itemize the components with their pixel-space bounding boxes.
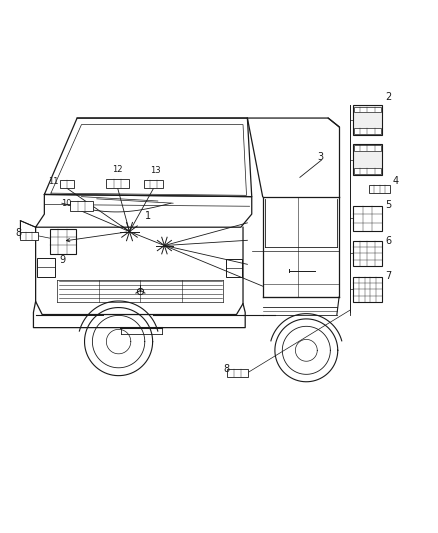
Bar [20, 232, 38, 240]
Bar [227, 369, 248, 376]
Text: 12: 12 [113, 165, 123, 174]
Text: 11: 11 [48, 177, 58, 186]
Bar [226, 259, 242, 277]
Text: 8: 8 [223, 364, 229, 374]
Bar [353, 106, 382, 135]
Bar [353, 241, 381, 266]
Text: 9: 9 [60, 255, 66, 265]
Bar [353, 144, 382, 175]
Text: 8: 8 [15, 228, 21, 238]
Text: 10: 10 [61, 199, 72, 208]
Text: 1: 1 [145, 211, 151, 221]
Text: 2: 2 [385, 92, 391, 102]
Bar [144, 181, 163, 188]
Bar [369, 185, 390, 193]
Bar [70, 201, 93, 211]
Bar [354, 145, 381, 151]
Bar [37, 258, 55, 277]
Bar [49, 229, 76, 254]
Bar [60, 181, 74, 188]
Text: 3: 3 [318, 152, 324, 163]
Bar [354, 107, 381, 112]
Text: 5: 5 [385, 200, 391, 211]
Text: 6: 6 [385, 236, 391, 246]
Bar [354, 168, 381, 174]
Text: 13: 13 [150, 166, 161, 175]
Bar [106, 179, 129, 188]
Bar [354, 128, 381, 134]
Bar [353, 206, 381, 231]
Text: 7: 7 [385, 271, 391, 281]
Bar [353, 277, 381, 302]
Text: 4: 4 [392, 176, 399, 185]
